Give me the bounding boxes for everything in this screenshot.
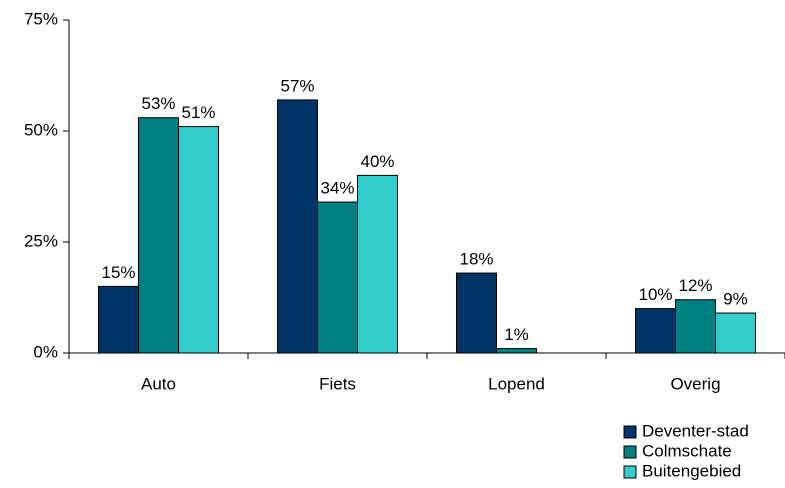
bar [138, 117, 179, 354]
legend-label: Buitengebied [642, 461, 741, 480]
y-tick-label: 50% [24, 120, 58, 139]
bar [635, 308, 676, 354]
x-tick-label: Lopend [488, 374, 545, 393]
x-tick-label: Fiets [319, 374, 356, 393]
value-label: 34% [320, 179, 354, 198]
value-label: 57% [280, 76, 314, 95]
bar [715, 312, 756, 354]
bar [496, 348, 537, 354]
bar [178, 126, 219, 354]
y-tick-label: 25% [24, 231, 58, 250]
value-label: 9% [723, 290, 748, 309]
value-label: 51% [181, 103, 215, 122]
y-tick-label: 0% [33, 342, 58, 361]
bar [357, 174, 398, 354]
legend-label: Deventer-stad [642, 421, 749, 440]
legend-swatch [623, 465, 637, 479]
bar [456, 272, 497, 354]
value-label: 18% [459, 250, 493, 269]
legend-swatch [623, 425, 637, 439]
bar [317, 201, 358, 354]
bar [98, 285, 139, 354]
bar [675, 299, 716, 354]
value-label: 1% [504, 325, 529, 344]
legend-label: Colmschate [642, 441, 732, 460]
bar [277, 99, 318, 354]
value-label: 40% [360, 152, 394, 171]
y-tick-label: 75% [24, 9, 58, 28]
value-label: 12% [678, 276, 712, 295]
value-label: 15% [101, 263, 135, 282]
x-tick-label: Overig [670, 374, 720, 393]
legend-swatch [623, 445, 637, 459]
x-tick-label: Auto [141, 374, 176, 393]
value-label: 10% [638, 285, 672, 304]
value-label: 53% [141, 94, 175, 113]
